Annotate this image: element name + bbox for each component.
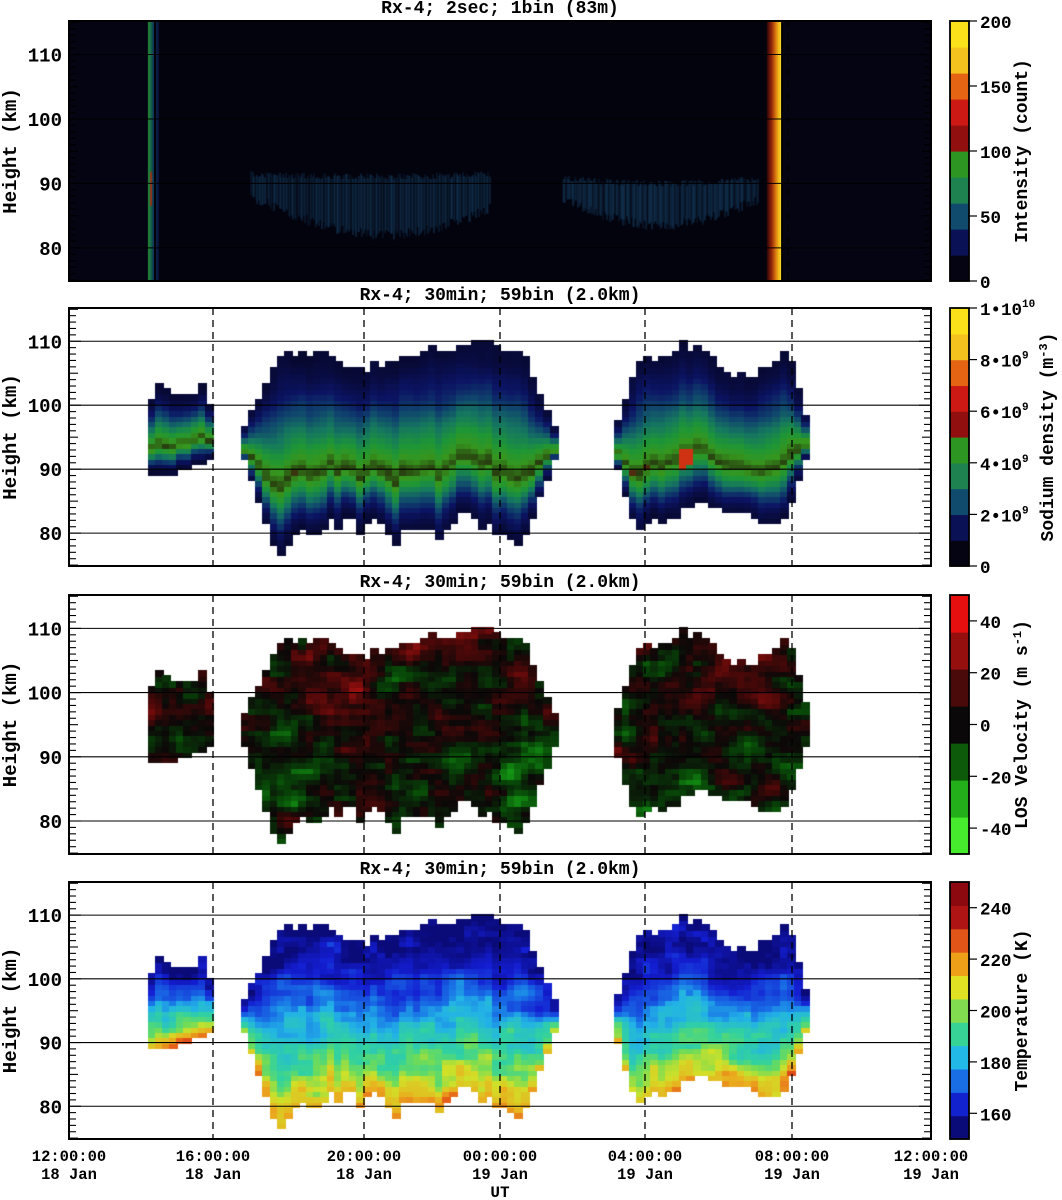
svg-text:40: 40: [980, 614, 1001, 634]
svg-text:100: 100: [28, 684, 62, 706]
svg-text:180: 180: [980, 1055, 1012, 1075]
svg-text:Rx-4; 30min; 59bin (2.0km): Rx-4; 30min; 59bin (2.0km): [360, 860, 641, 880]
svg-text:110: 110: [28, 906, 62, 928]
svg-text:50: 50: [980, 209, 1001, 229]
svg-text:110: 110: [28, 619, 62, 641]
svg-text:Sodium density (m-3): Sodium density (m-3): [1037, 333, 1059, 542]
svg-text:220: 220: [980, 952, 1012, 972]
svg-text:100: 100: [28, 396, 62, 418]
svg-text:0: 0: [980, 718, 991, 738]
svg-text:80: 80: [39, 524, 62, 546]
svg-text:00:00:00: 00:00:00: [463, 1148, 537, 1166]
svg-text:-40: -40: [980, 821, 1012, 841]
svg-text:Rx-4; 30min; 59bin (2.0km): Rx-4; 30min; 59bin (2.0km): [360, 286, 641, 306]
svg-text:Temperature (K): Temperature (K): [1013, 929, 1033, 1091]
svg-text:18 Jan: 18 Jan: [336, 1166, 392, 1184]
svg-text:90: 90: [39, 174, 62, 196]
svg-text:160: 160: [980, 1106, 1012, 1126]
svg-text:Height (km): Height (km): [0, 948, 22, 1073]
svg-text:200: 200: [980, 14, 1012, 34]
svg-text:19 Jan: 19 Jan: [764, 1166, 820, 1184]
svg-text:90: 90: [39, 460, 62, 482]
svg-text:Rx-4; 2sec; 1bin (83m): Rx-4; 2sec; 1bin (83m): [381, 0, 619, 19]
svg-text:12:00:00: 12:00:00: [32, 1148, 106, 1166]
svg-text:08:00:00: 08:00:00: [755, 1148, 829, 1166]
svg-text:LOS Velocity (m s-1): LOS Velocity (m s-1): [1011, 620, 1033, 829]
svg-text:80: 80: [39, 812, 62, 834]
svg-text:20: 20: [980, 666, 1001, 686]
svg-text:240: 240: [980, 901, 1012, 921]
svg-text:12:00:00: 12:00:00: [894, 1148, 968, 1166]
svg-text:19 Jan: 19 Jan: [617, 1166, 673, 1184]
svg-text:90: 90: [39, 748, 62, 770]
svg-text:04:00:00: 04:00:00: [608, 1148, 682, 1166]
svg-text:0: 0: [980, 559, 991, 579]
svg-text:150: 150: [980, 79, 1012, 99]
svg-text:100: 100: [28, 970, 62, 992]
svg-text:6•109: 6•109: [980, 402, 1029, 424]
svg-text:19 Jan: 19 Jan: [903, 1166, 959, 1184]
svg-text:18 Jan: 18 Jan: [41, 1166, 97, 1184]
svg-text:2•109: 2•109: [980, 505, 1029, 527]
svg-text:-20: -20: [980, 769, 1012, 789]
svg-text:4•109: 4•109: [980, 454, 1029, 476]
svg-text:100: 100: [28, 110, 62, 132]
svg-text:8•109: 8•109: [980, 351, 1029, 373]
svg-text:19 Jan: 19 Jan: [472, 1166, 528, 1184]
svg-text:100: 100: [980, 144, 1012, 164]
svg-text:Rx-4; 30min; 59bin (2.0km): Rx-4; 30min; 59bin (2.0km): [360, 573, 641, 593]
svg-text:18 Jan: 18 Jan: [185, 1166, 241, 1184]
svg-text:90: 90: [39, 1034, 62, 1056]
svg-text:20:00:00: 20:00:00: [327, 1148, 401, 1166]
svg-text:0: 0: [980, 274, 991, 294]
svg-text:Intensity (count): Intensity (count): [1013, 59, 1033, 243]
svg-text:1•1010: 1•1010: [980, 299, 1035, 321]
svg-text:80: 80: [39, 239, 62, 261]
svg-text:80: 80: [39, 1097, 62, 1119]
svg-text:Height (km): Height (km): [0, 374, 22, 499]
svg-text:Height (km): Height (km): [0, 88, 22, 213]
svg-text:Height (km): Height (km): [0, 662, 22, 787]
svg-text:200: 200: [980, 1004, 1012, 1024]
svg-text:UT: UT: [490, 1184, 510, 1200]
svg-text:110: 110: [28, 332, 62, 354]
svg-text:16:00:00: 16:00:00: [176, 1148, 250, 1166]
svg-text:110: 110: [28, 46, 62, 68]
